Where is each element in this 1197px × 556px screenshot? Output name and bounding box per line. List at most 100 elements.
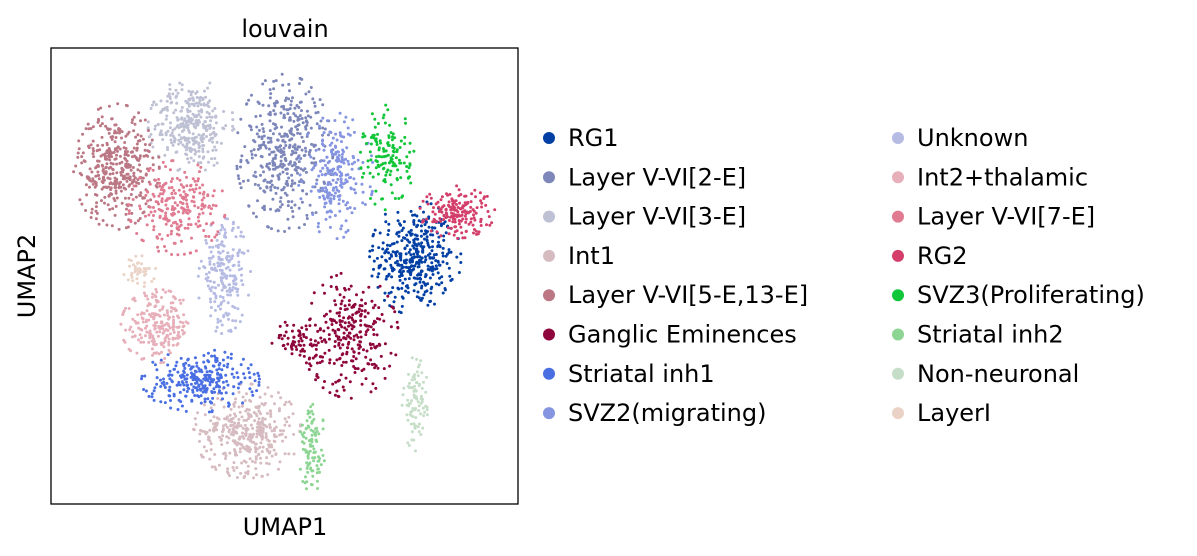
data-point xyxy=(194,183,198,187)
data-point xyxy=(165,99,169,103)
data-point xyxy=(337,341,341,345)
data-point xyxy=(99,154,103,158)
data-point xyxy=(371,342,375,346)
data-point xyxy=(196,215,200,219)
data-point xyxy=(106,203,110,207)
data-point xyxy=(204,234,208,238)
data-point xyxy=(272,109,276,113)
data-point xyxy=(178,298,182,302)
data-point xyxy=(324,217,328,221)
data-point xyxy=(249,149,253,153)
data-point xyxy=(210,285,214,289)
data-point xyxy=(116,102,120,106)
data-point xyxy=(172,330,176,334)
data-point xyxy=(182,364,186,368)
data-point xyxy=(424,273,428,277)
data-point xyxy=(442,222,446,225)
data-point xyxy=(384,220,388,224)
data-point xyxy=(314,211,318,215)
data-point xyxy=(343,308,347,312)
data-point xyxy=(325,190,329,194)
data-point xyxy=(389,263,393,267)
data-point xyxy=(170,131,174,135)
data-point xyxy=(327,337,331,341)
data-point xyxy=(232,385,236,389)
data-point xyxy=(152,324,156,327)
data-point xyxy=(152,214,155,217)
data-point xyxy=(256,199,259,203)
data-point xyxy=(172,322,175,326)
data-point xyxy=(407,372,410,376)
data-point xyxy=(420,269,423,273)
data-point xyxy=(195,388,199,392)
data-point xyxy=(357,307,361,311)
data-point xyxy=(100,199,103,203)
data-point xyxy=(333,393,337,397)
data-point xyxy=(304,125,307,129)
data-point xyxy=(365,324,369,328)
data-point xyxy=(217,363,221,367)
data-point xyxy=(315,178,319,182)
data-point xyxy=(426,282,430,286)
data-point xyxy=(304,170,308,174)
data-point xyxy=(255,473,258,477)
data-point xyxy=(154,295,158,299)
data-point xyxy=(371,134,375,137)
data-point xyxy=(458,201,462,205)
data-point xyxy=(414,282,418,286)
data-point xyxy=(180,328,184,332)
data-point xyxy=(317,459,321,463)
data-point xyxy=(405,233,409,237)
data-point xyxy=(171,196,175,200)
data-point xyxy=(219,303,223,306)
data-point xyxy=(391,154,395,158)
data-point xyxy=(298,333,302,337)
data-point xyxy=(330,323,334,326)
data-point xyxy=(95,211,99,215)
data-point xyxy=(236,131,240,135)
data-point xyxy=(356,335,360,339)
legend-item-rg1: RG1 xyxy=(543,124,619,152)
data-point xyxy=(205,116,209,119)
data-point xyxy=(240,313,244,317)
data-point xyxy=(412,149,416,153)
data-point xyxy=(161,183,165,187)
data-point xyxy=(192,125,196,128)
data-point xyxy=(350,316,354,320)
data-point xyxy=(293,147,297,151)
data-point xyxy=(157,324,161,328)
data-point xyxy=(383,161,387,165)
data-point xyxy=(144,193,148,197)
data-point xyxy=(120,201,124,205)
data-point xyxy=(224,373,228,377)
data-point xyxy=(270,341,274,345)
data-point xyxy=(274,453,278,456)
data-point xyxy=(151,334,155,338)
data-point xyxy=(303,223,306,226)
data-point xyxy=(341,343,345,347)
data-point xyxy=(213,292,217,296)
data-point xyxy=(198,120,201,124)
data-point xyxy=(80,161,84,165)
data-point xyxy=(288,143,292,147)
data-point xyxy=(415,255,419,259)
data-point xyxy=(285,182,289,186)
data-point xyxy=(94,205,98,209)
data-point xyxy=(231,466,235,469)
data-point xyxy=(311,185,315,189)
data-point xyxy=(148,313,151,316)
data-point xyxy=(337,198,341,202)
data-point xyxy=(189,251,193,255)
data-point xyxy=(389,156,393,160)
data-point xyxy=(202,360,206,364)
data-point xyxy=(128,178,132,182)
data-point xyxy=(263,190,267,194)
data-point xyxy=(152,228,156,232)
data-point xyxy=(414,416,418,420)
legend-item-svz2-migrating: SVZ2(migrating) xyxy=(543,399,766,427)
data-point xyxy=(127,196,131,200)
data-point xyxy=(231,248,235,252)
data-point xyxy=(186,126,190,130)
data-point xyxy=(163,339,167,343)
data-point xyxy=(268,96,272,100)
